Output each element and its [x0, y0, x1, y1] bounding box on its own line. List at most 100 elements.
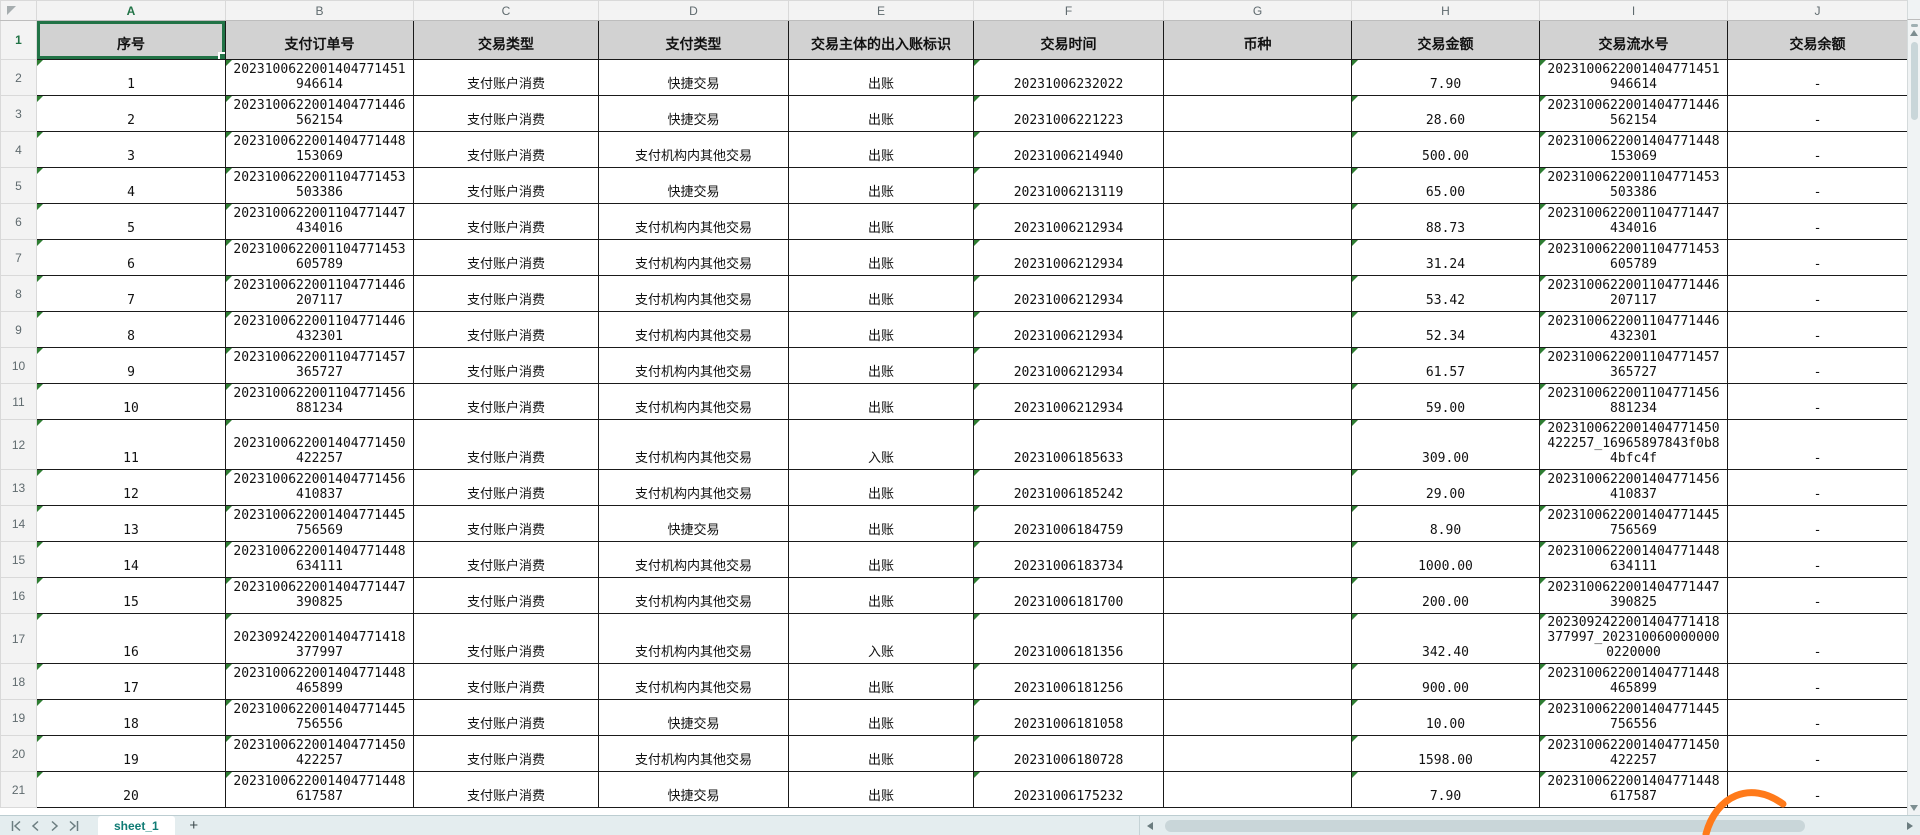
cell-C21[interactable]: 支付账户消费: [413, 771, 599, 808]
cell-A14[interactable]: 13: [36, 505, 226, 542]
cell-B3[interactable]: 2023100622001404771446562154: [225, 95, 414, 132]
cell-E7[interactable]: 出账: [788, 239, 974, 276]
first-sheet-button[interactable]: [8, 818, 25, 834]
row-header-16[interactable]: 16: [0, 577, 37, 614]
cell-I1[interactable]: 交易流水号: [1539, 20, 1728, 60]
cell-H19[interactable]: 10.00: [1351, 699, 1540, 736]
next-sheet-button[interactable]: [46, 818, 63, 834]
select-all-corner[interactable]: [0, 0, 37, 21]
cell-B13[interactable]: 2023100622001404771456410837: [225, 469, 414, 506]
cell-B7[interactable]: 2023100622001104771453605789: [225, 239, 414, 276]
cell-H13[interactable]: 29.00: [1351, 469, 1540, 506]
column-header-D[interactable]: D: [598, 0, 789, 21]
cell-G4[interactable]: [1163, 131, 1352, 168]
row-header-3[interactable]: 3: [0, 95, 37, 132]
cell-J8[interactable]: -: [1727, 275, 1907, 312]
cell-E18[interactable]: 出账: [788, 663, 974, 700]
cell-F19[interactable]: 20231006181058: [973, 699, 1164, 736]
cell-C5[interactable]: 支付账户消费: [413, 167, 599, 204]
cell-I9[interactable]: 2023100622001104771446432301: [1539, 311, 1728, 348]
cell-D13[interactable]: 支付机构内其他交易: [598, 469, 789, 506]
cell-H8[interactable]: 53.42: [1351, 275, 1540, 312]
cell-D1[interactable]: 支付类型: [598, 20, 789, 60]
cell-H9[interactable]: 52.34: [1351, 311, 1540, 348]
row-header-17[interactable]: 17: [0, 613, 37, 664]
cell-B5[interactable]: 2023100622001104771453503386: [225, 167, 414, 204]
cell-J7[interactable]: -: [1727, 239, 1907, 276]
cell-I2[interactable]: 2023100622001404771451946614: [1539, 59, 1728, 96]
row-header-20[interactable]: 20: [0, 735, 37, 772]
column-header-G[interactable]: G: [1163, 0, 1352, 21]
scrollbar-split-grip[interactable]: [1910, 24, 1918, 27]
cell-I18[interactable]: 2023100622001404771448465899: [1539, 663, 1728, 700]
cell-G16[interactable]: [1163, 577, 1352, 614]
cell-G12[interactable]: [1163, 419, 1352, 470]
cell-H20[interactable]: 1598.00: [1351, 735, 1540, 772]
cell-G2[interactable]: [1163, 59, 1352, 96]
cell-G11[interactable]: [1163, 383, 1352, 420]
cell-F6[interactable]: 20231006212934: [973, 203, 1164, 240]
cell-D12[interactable]: 支付机构内其他交易: [598, 419, 789, 470]
cell-A17[interactable]: 16: [36, 613, 226, 664]
cell-B16[interactable]: 2023100622001404771447390825: [225, 577, 414, 614]
cell-F3[interactable]: 20231006221223: [973, 95, 1164, 132]
column-header-I[interactable]: I: [1539, 0, 1728, 21]
row-header-13[interactable]: 13: [0, 469, 37, 506]
cell-H11[interactable]: 59.00: [1351, 383, 1540, 420]
cell-C1[interactable]: 交易类型: [413, 20, 599, 60]
cell-C10[interactable]: 支付账户消费: [413, 347, 599, 384]
cell-A5[interactable]: 4: [36, 167, 226, 204]
cell-E21[interactable]: 出账: [788, 771, 974, 808]
cell-C16[interactable]: 支付账户消费: [413, 577, 599, 614]
cell-D18[interactable]: 支付机构内其他交易: [598, 663, 789, 700]
cell-I5[interactable]: 2023100622001104771453503386: [1539, 167, 1728, 204]
cell-G14[interactable]: [1163, 505, 1352, 542]
cell-F13[interactable]: 20231006185242: [973, 469, 1164, 506]
cell-G6[interactable]: [1163, 203, 1352, 240]
cell-A15[interactable]: 14: [36, 541, 226, 578]
cell-E5[interactable]: 出账: [788, 167, 974, 204]
cell-E16[interactable]: 出账: [788, 577, 974, 614]
cell-A13[interactable]: 12: [36, 469, 226, 506]
cell-J21[interactable]: -: [1727, 771, 1907, 808]
cell-A2[interactable]: 1: [36, 59, 226, 96]
cell-C18[interactable]: 支付账户消费: [413, 663, 599, 700]
cell-E10[interactable]: 出账: [788, 347, 974, 384]
column-header-B[interactable]: B: [225, 0, 414, 21]
last-sheet-button[interactable]: [65, 818, 82, 834]
cell-C2[interactable]: 支付账户消费: [413, 59, 599, 96]
cell-A6[interactable]: 5: [36, 203, 226, 240]
cell-D6[interactable]: 支付机构内其他交易: [598, 203, 789, 240]
horizontal-scrollbar[interactable]: [1139, 816, 1920, 835]
cell-G9[interactable]: [1163, 311, 1352, 348]
cell-F11[interactable]: 20231006212934: [973, 383, 1164, 420]
cell-B18[interactable]: 2023100622001404771448465899: [225, 663, 414, 700]
row-header-2[interactable]: 2: [0, 59, 37, 96]
cell-A21[interactable]: 20: [36, 771, 226, 808]
cell-G19[interactable]: [1163, 699, 1352, 736]
row-header-4[interactable]: 4: [0, 131, 37, 168]
cell-D10[interactable]: 支付机构内其他交易: [598, 347, 789, 384]
vertical-scrollbar-thumb[interactable]: [1910, 42, 1918, 120]
cell-J3[interactable]: -: [1727, 95, 1907, 132]
cell-I8[interactable]: 2023100622001104771446207117: [1539, 275, 1728, 312]
cell-H1[interactable]: 交易金额: [1351, 20, 1540, 60]
cell-H3[interactable]: 28.60: [1351, 95, 1540, 132]
sheet-tab-sheet_1[interactable]: sheet_1: [98, 815, 175, 835]
horizontal-scrollbar-thumb[interactable]: [1165, 820, 1805, 832]
cell-B19[interactable]: 2023100622001404771445756556: [225, 699, 414, 736]
scroll-left-button[interactable]: [1140, 816, 1160, 835]
cell-G5[interactable]: [1163, 167, 1352, 204]
cell-H5[interactable]: 65.00: [1351, 167, 1540, 204]
column-header-E[interactable]: E: [788, 0, 974, 21]
cell-I6[interactable]: 2023100622001104771447434016: [1539, 203, 1728, 240]
cell-E17[interactable]: 入账: [788, 613, 974, 664]
cell-D2[interactable]: 快捷交易: [598, 59, 789, 96]
column-header-F[interactable]: F: [973, 0, 1164, 21]
cell-E11[interactable]: 出账: [788, 383, 974, 420]
cell-H15[interactable]: 1000.00: [1351, 541, 1540, 578]
cell-A9[interactable]: 8: [36, 311, 226, 348]
cell-A8[interactable]: 7: [36, 275, 226, 312]
cell-D11[interactable]: 支付机构内其他交易: [598, 383, 789, 420]
cell-B20[interactable]: 2023100622001404771450422257: [225, 735, 414, 772]
